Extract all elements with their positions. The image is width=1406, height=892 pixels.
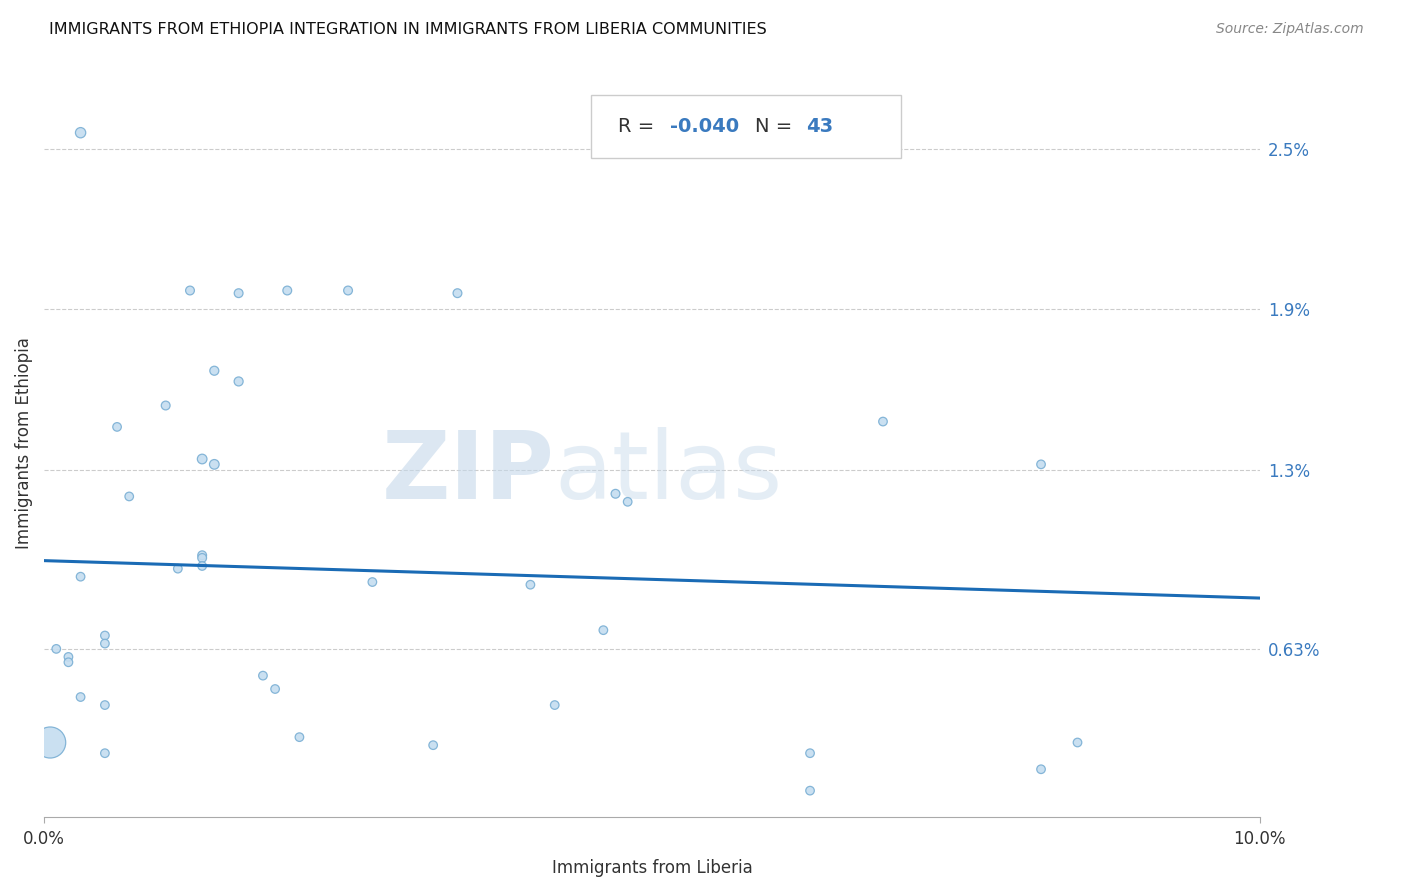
Point [69,690,91,704]
X-axis label: Immigrants from Liberia: Immigrants from Liberia [551,859,752,877]
Point [202,364,225,378]
Point [264,681,287,696]
Point [94,628,117,642]
Point [191,452,214,467]
Point [1066,735,1088,749]
Point [228,286,250,301]
Point [872,415,894,429]
Point [337,284,360,298]
Point [94,636,117,650]
Point [1029,458,1052,472]
Point [446,286,468,301]
Point [179,284,201,298]
Point [288,730,311,744]
Point [252,668,274,682]
Point [118,490,141,504]
Point [166,562,188,576]
Point [105,420,128,434]
Point [544,698,567,712]
Point [45,641,67,656]
Point [202,458,225,472]
Point [276,284,298,298]
Point [1029,762,1052,776]
Point [191,551,214,566]
Point [361,575,384,590]
Text: N =: N = [755,117,799,136]
Point [58,649,80,664]
Point [799,783,821,797]
FancyBboxPatch shape [591,95,901,159]
Text: R =: R = [619,117,661,136]
Point [605,487,627,501]
Text: atlas: atlas [555,427,783,519]
Point [69,570,91,584]
Point [191,549,214,563]
Text: IMMIGRANTS FROM ETHIOPIA INTEGRATION IN IMMIGRANTS FROM LIBERIA COMMUNITIES: IMMIGRANTS FROM ETHIOPIA INTEGRATION IN … [49,22,766,37]
Point [58,655,80,669]
Point [191,559,214,574]
Point [228,375,250,389]
Point [155,399,177,413]
Y-axis label: Immigrants from Ethiopia: Immigrants from Ethiopia [15,337,32,549]
Point [422,738,444,752]
Point [39,735,62,749]
Point [69,126,91,140]
Point [799,746,821,760]
Point [94,746,117,760]
Point [592,623,614,637]
Text: -0.040: -0.040 [671,117,740,136]
Point [519,577,541,591]
Point [94,698,117,712]
Text: ZIP: ZIP [382,427,555,519]
Text: 43: 43 [807,117,834,136]
Text: Source: ZipAtlas.com: Source: ZipAtlas.com [1216,22,1364,37]
Point [616,495,638,509]
